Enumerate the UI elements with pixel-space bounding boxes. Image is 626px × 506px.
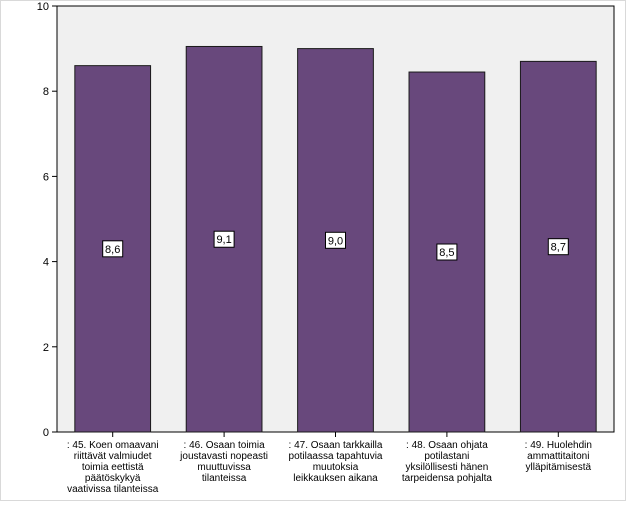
data-label: 9,0 [328,235,343,247]
x-tick-label: : 45. Koen omaavani riittävät valmiudet to… [67,440,159,495]
x-tick-label: : 48. Osaan ohjata potilastani yksilöllise… [402,440,493,484]
x-tick-label-line: potilaassa tapahtuvia [289,451,383,462]
x-tick-label-line: riittävät valmiudet [74,451,152,462]
x-tick-label-line: : 46. Osaan toimia [184,440,266,451]
data-label: 8,5 [439,247,454,259]
x-tick-label: : 49. Huolehdin ammattitaitoni ylläpitämis… [525,440,592,473]
x-tick-label-line: : 49. Huolehdin [525,440,592,451]
data-label-box [325,231,346,249]
y-tick-label: 4 [43,257,49,269]
data-label: 8,6 [105,244,120,256]
data-label-box [213,230,235,248]
x-tick-label-line: toimia eettistä [82,462,144,473]
x-tick-label-line: tilanteissa [202,473,247,484]
y-tick-label: 10 [37,1,49,13]
x-tick-label: : 47. Osaan tarkkailla potilaassa tapahtu… [289,440,383,484]
x-tick-label-line: joustavasti nopeasti [179,451,268,462]
data-label-box [102,240,124,258]
x-tick-label-line: : 48. Osaan ohjata [406,440,488,451]
x-tick-label-line: ylläpitämisestä [526,462,592,473]
x-tick-label: : 46. Osaan toimia joustavasti nopeasti mu… [179,440,268,484]
data-label-box [436,243,458,261]
x-tick-label-line: ammattitaitoni [527,451,589,462]
y-axis: 0 2 4 6 8 10 [37,1,57,439]
x-tick-label-line: muutoksia [313,462,359,473]
y-tick-label: 6 [43,171,49,183]
bars: 8,6 9,1 9,0 8,5 8,7 [74,45,597,433]
data-label: 8,7 [551,242,566,254]
y-tick-label: 8 [43,86,49,98]
x-tick-label-line: leikkauksen aikana [293,473,378,484]
x-tick-label-line: yksilöllisesti hänen [405,462,488,473]
x-tick-label-line: muuttuvissa [197,462,251,473]
y-tick-label: 2 [43,342,49,354]
x-tick-label-line: potilastani [424,451,469,462]
data-label: 9,1 [216,234,231,246]
x-tick-label-line: vaativissa tilanteissa [67,484,159,495]
x-tick-label-line: päätöskykyä [85,473,141,484]
x-tick-label-line: : 45. Koen omaavani [67,440,159,451]
data-label-box [547,238,569,256]
x-tick-label-line: : 47. Osaan tarkkailla [289,440,383,451]
x-tick-label-line: tarpeidensa pohjalta [402,473,493,484]
y-tick-label: 0 [43,427,49,439]
x-axis: : 45. Koen omaavani riittävät valmiudet to… [67,432,592,495]
